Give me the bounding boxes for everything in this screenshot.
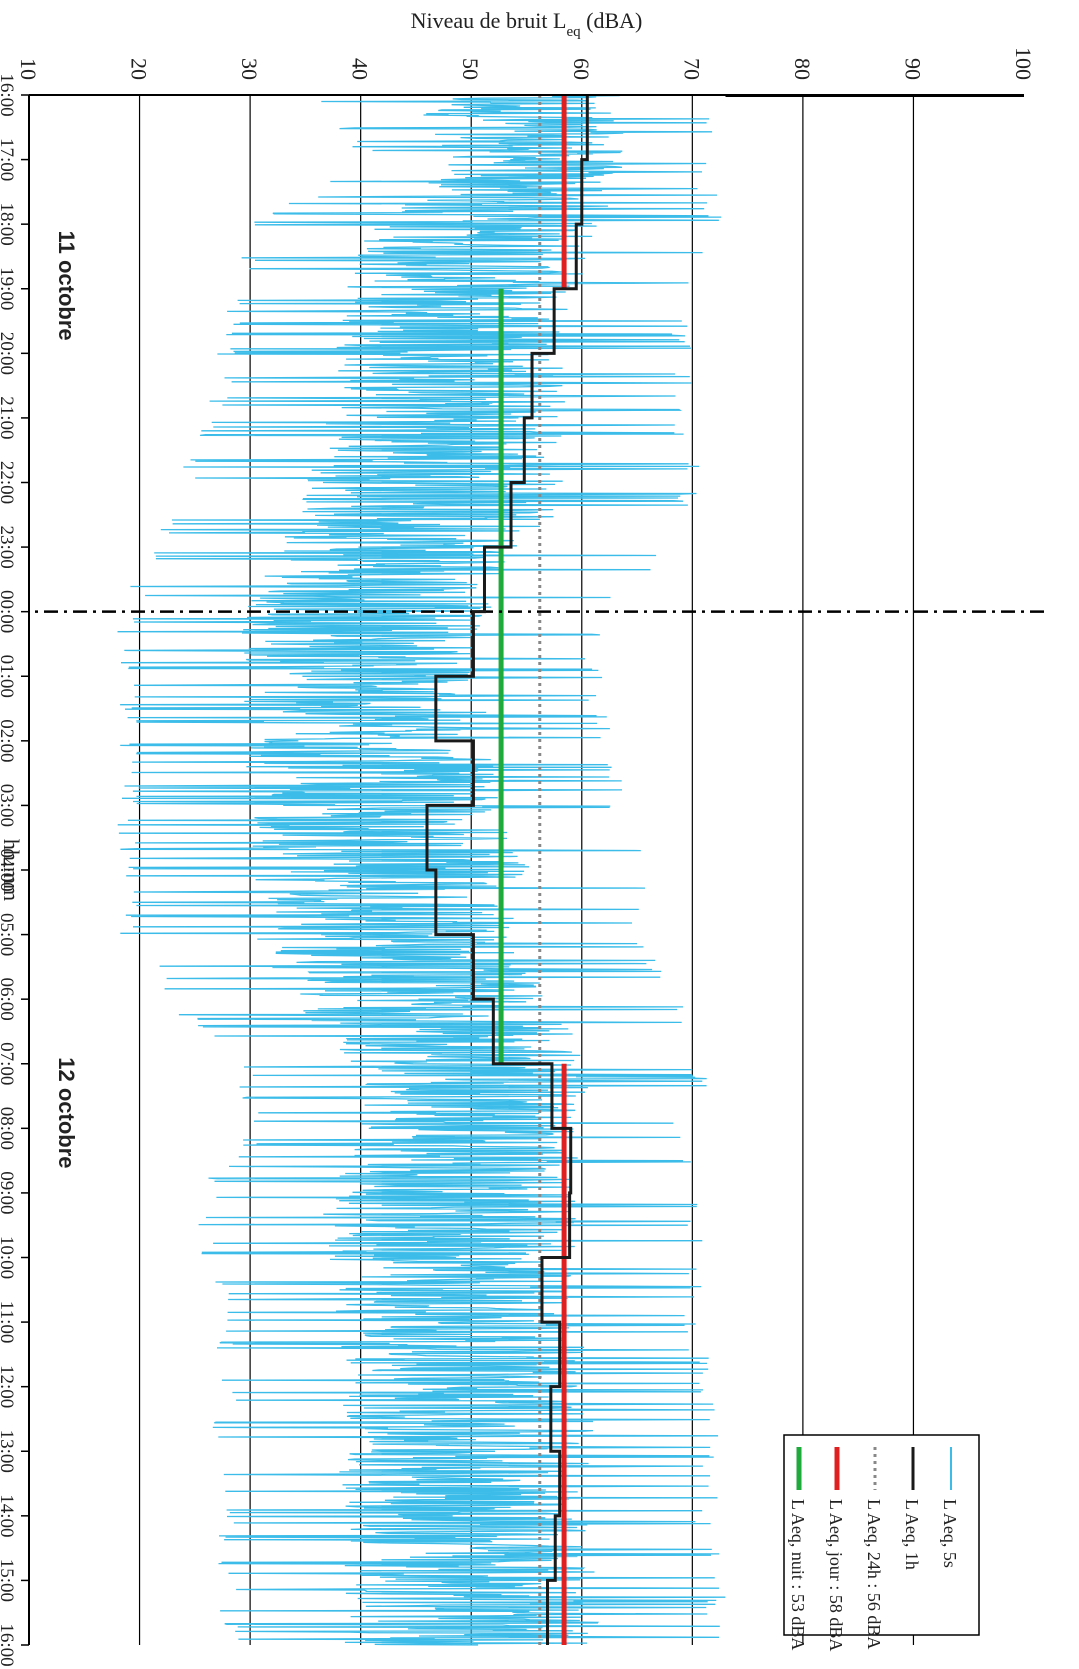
x-tick-label-22: 14:00 — [0, 1494, 17, 1537]
x-axis-label: hh:mm — [0, 839, 24, 901]
x-tick-label-16: 08:00 — [0, 1107, 17, 1150]
legend-label-2: L Aeq, 24h : 56 dBA — [864, 1499, 884, 1649]
reference-lines — [29, 95, 1044, 1645]
x-tick-label-13: 05:00 — [0, 913, 17, 956]
y-tick-label-50: 50 — [458, 58, 483, 80]
y-axis-label-unit: (dBA) — [581, 8, 643, 33]
x-tick-label-17: 09:00 — [0, 1171, 17, 1214]
date-label-day1: 11 octobre — [54, 231, 79, 341]
x-tick-label-24: 16:00 — [0, 1623, 17, 1666]
y-tick-label-80: 80 — [790, 58, 815, 80]
legend-label-1: L Aeq, 1h — [902, 1499, 922, 1570]
laeq-5s-series — [117, 94, 726, 1646]
x-tick-label-10: 02:00 — [0, 719, 17, 762]
x-tick-label-5: 21:00 — [0, 396, 17, 439]
legend-label-0: L Aeq, 5s — [940, 1499, 960, 1568]
x-tick-label-9: 01:00 — [0, 655, 17, 698]
y-tick-label-70: 70 — [679, 58, 704, 80]
y-axis-label-main: Niveau de bruit L — [411, 8, 567, 33]
y-axis-label-sub: eq — [566, 24, 581, 40]
y-tick-label-90: 90 — [900, 58, 925, 80]
x-tick-label-20: 12:00 — [0, 1365, 17, 1408]
x-tick-label-7: 23:00 — [0, 525, 17, 568]
y-tick-label-40: 40 — [348, 58, 373, 80]
legend-box — [783, 1434, 980, 1636]
grid-layer — [138, 95, 915, 1645]
y-tick-label-30: 30 — [237, 58, 262, 80]
labels: 11 octobre 12 octobre hh:mm Niveau de br… — [0, 8, 642, 1169]
x-tick-label-11: 03:00 — [0, 784, 17, 827]
x-tick-label-18: 10:00 — [0, 1236, 17, 1279]
axes: 10 20 30 40 50 60 70 80 90 100 16:00 17:00 18:00 19:0… — [0, 47, 1036, 1667]
legend: L Aeq, 5s L Aeq, 1h L Aeq, 24h : 56 dBA L A… — [783, 1434, 980, 1651]
laeq-1h-step-line — [425, 95, 589, 1645]
x-tick-label-0: 16:00 — [0, 73, 17, 116]
y-tick-label-100: 100 — [1011, 47, 1036, 80]
x-tick-label-8: 00:00 — [0, 590, 17, 633]
x-tick-label-4: 20:00 — [0, 332, 17, 375]
y-tick-label-20: 20 — [127, 58, 152, 80]
y-tick-label-60: 60 — [569, 58, 594, 80]
date-label-day2: 12 octobre — [54, 1057, 79, 1168]
x-tick-label-15: 07:00 — [0, 1042, 17, 1085]
laeq-1h-series — [425, 95, 589, 1645]
x-tick-label-14: 06:00 — [0, 978, 17, 1021]
x-tick-label-21: 13:00 — [0, 1430, 17, 1473]
x-tick-label-2: 18:00 — [0, 203, 17, 246]
x-tick-label-12: 04:00 — [0, 848, 17, 891]
x-tick-label-3: 19:00 — [0, 267, 17, 310]
laeq-5s-trace — [117, 94, 726, 1646]
x-tick-label-23: 15:00 — [0, 1559, 17, 1602]
x-tick-label-6: 22:00 — [0, 461, 17, 504]
y-axis-label: Niveau de bruit Leq (dBA) — [411, 8, 643, 40]
x-tick-label-1: 17:00 — [0, 138, 17, 181]
legend-label-4: L Aeq, nuit : 53 dBA — [788, 1499, 808, 1650]
x-tick-label-19: 11:00 — [0, 1301, 17, 1344]
y-tick-label-10: 10 — [16, 58, 41, 80]
legend-label-3: L Aeq, jour : 58 dBA — [826, 1499, 846, 1651]
